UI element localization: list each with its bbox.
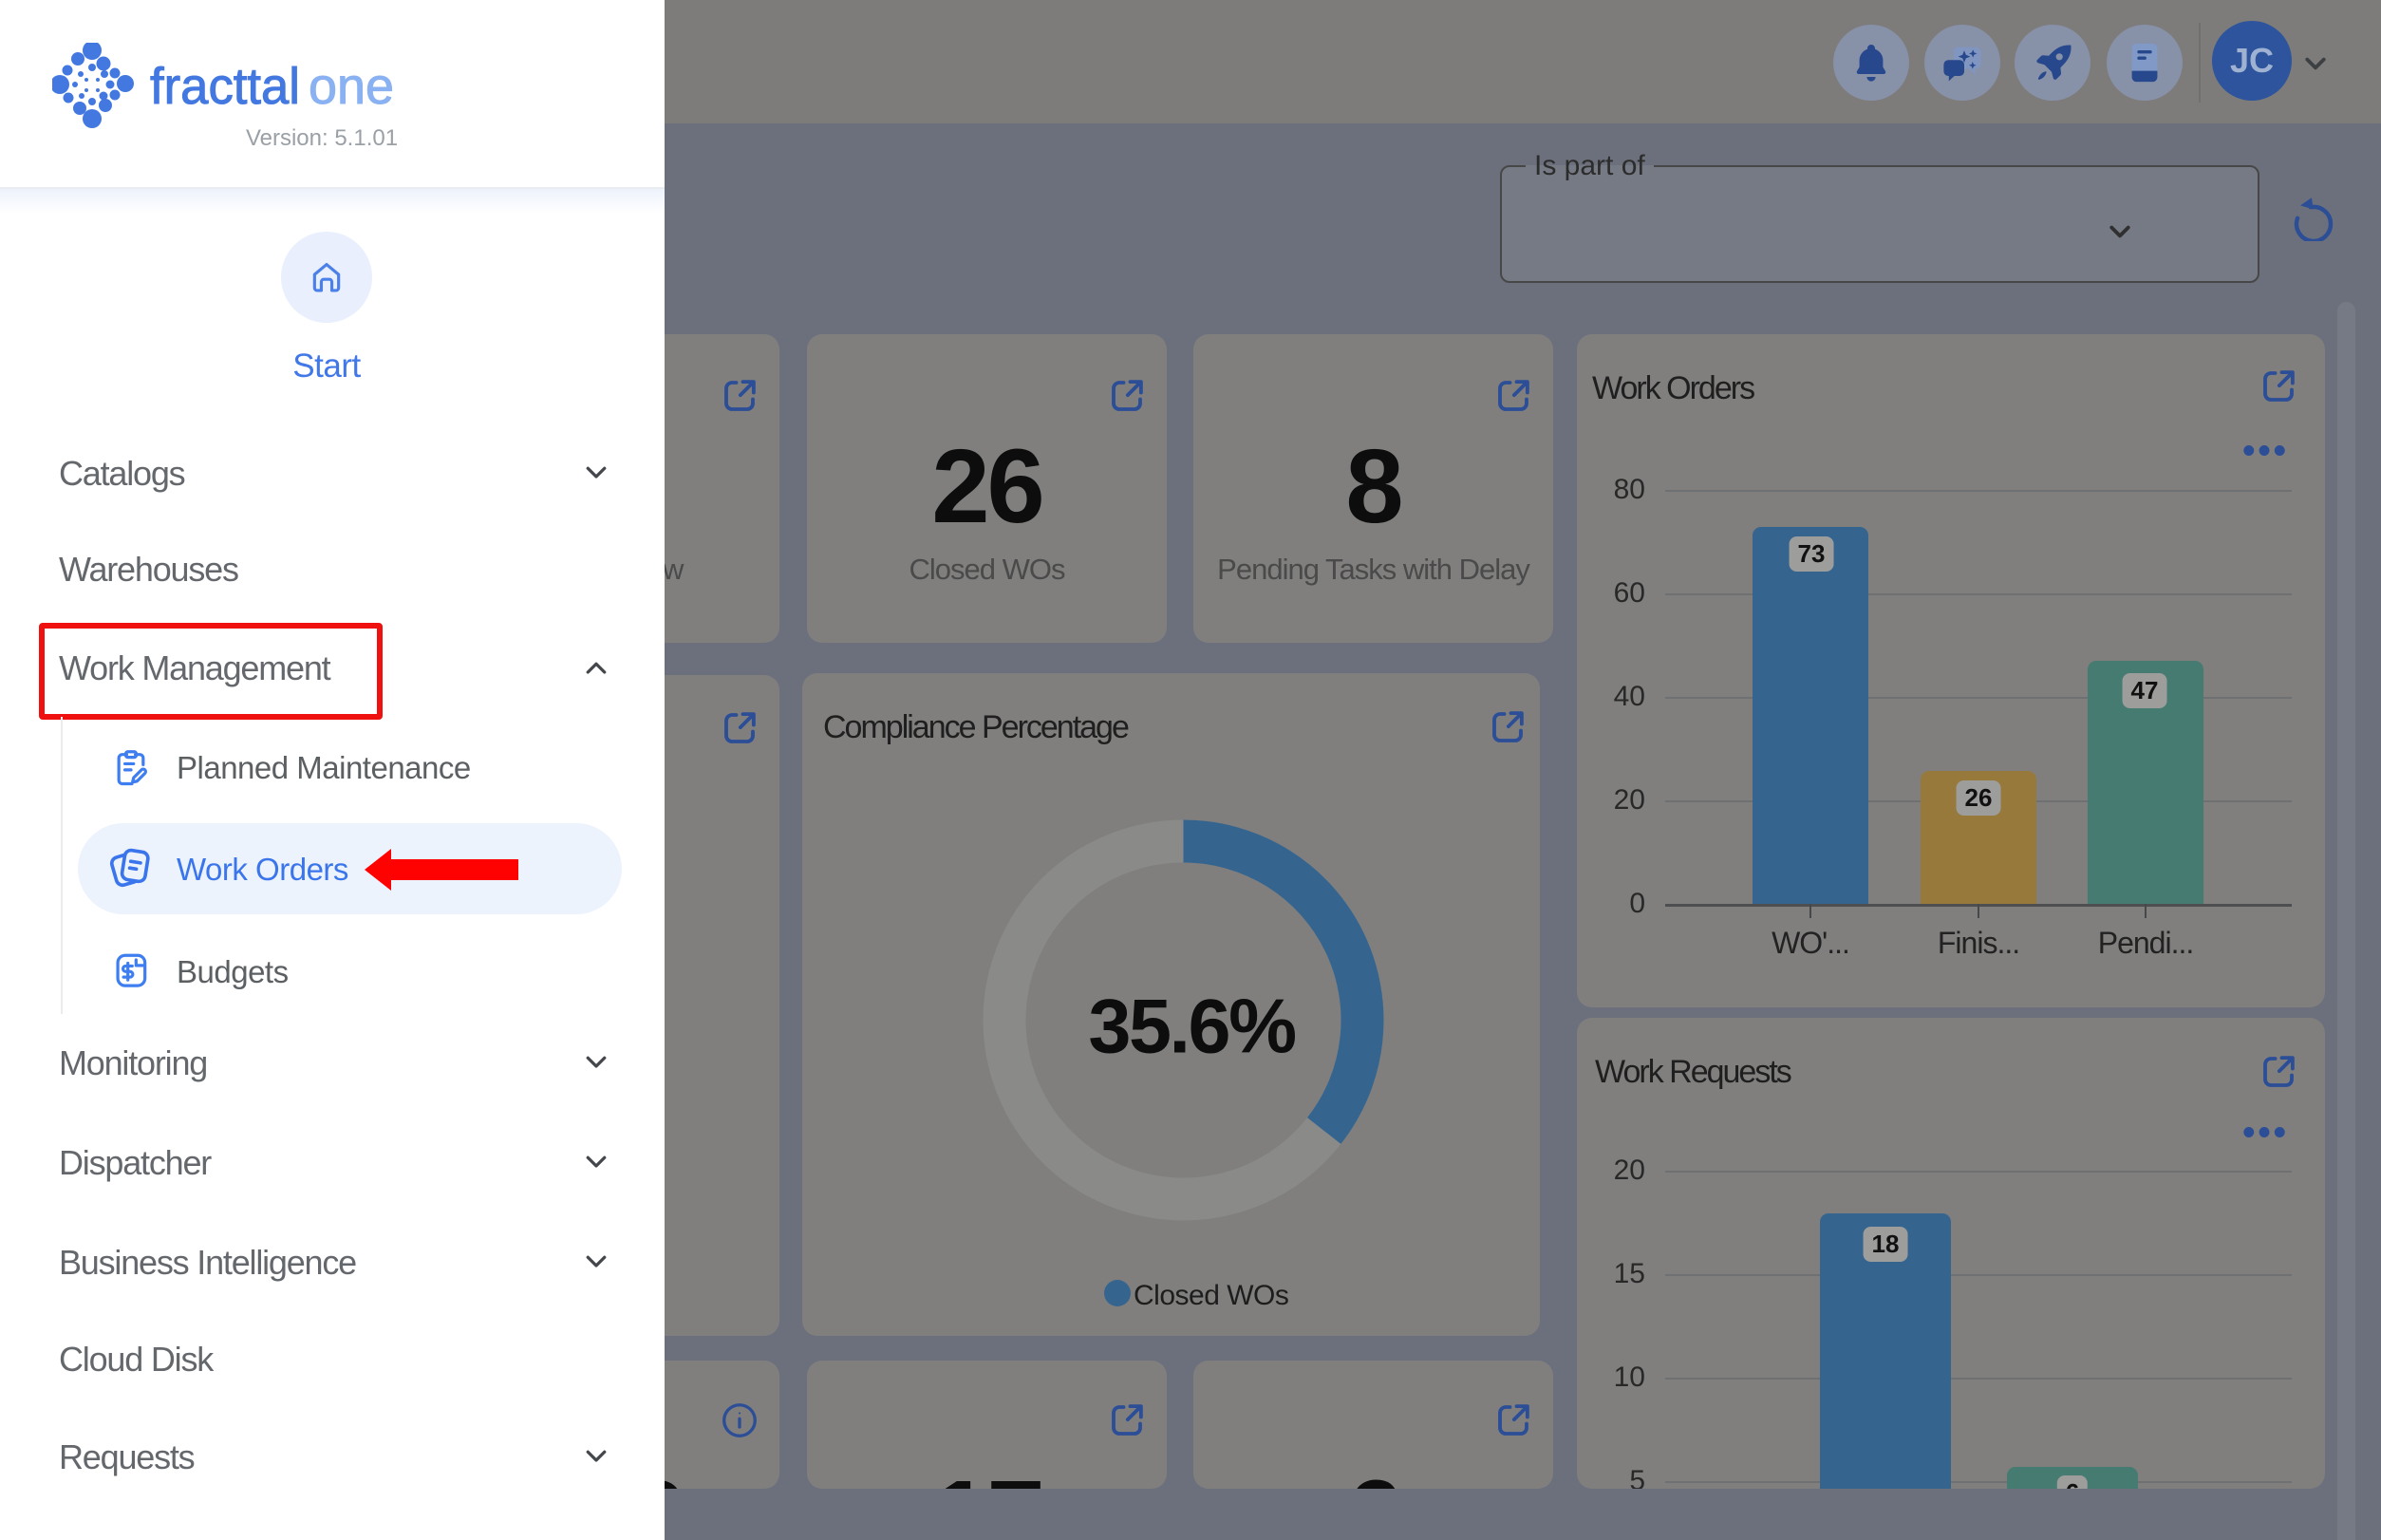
svg-text:one: one bbox=[309, 58, 394, 115]
svg-text:fracttal: fracttal bbox=[150, 58, 300, 115]
